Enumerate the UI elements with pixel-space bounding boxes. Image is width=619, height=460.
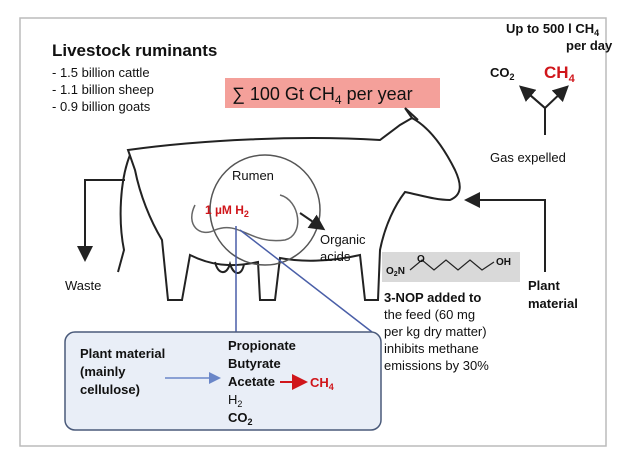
gas-expelled: Gas expelled [490, 150, 566, 165]
product: Butyrate [228, 356, 281, 371]
emission-box [225, 78, 440, 108]
co2: CO2 [490, 65, 515, 82]
acid-arrow [299, 212, 326, 231]
molecule-bonds [409, 259, 495, 271]
rumen: Rumen [232, 168, 274, 183]
hydrogen: 1 µM H2 [205, 203, 249, 219]
substrate: Plant material [80, 346, 165, 361]
organic-acids: acids [320, 249, 351, 264]
inhibitor-note: per kg dry matter) [384, 324, 487, 339]
product: Acetate [228, 374, 275, 389]
title: Livestock ruminants [52, 41, 217, 60]
population: - 1.5 billion cattle [52, 65, 150, 80]
nitro: O2N [386, 266, 405, 278]
plant-material: material [528, 296, 578, 311]
fermentation-box [64, 331, 382, 431]
cow [117, 107, 461, 301]
substrate: (mainly [80, 364, 126, 379]
inhibitor-note: the feed (60 mg [384, 307, 475, 322]
feed-arrow [464, 192, 546, 272]
product: Propionate [228, 338, 296, 353]
organic-acids: Organic [320, 232, 366, 247]
per-cow-line2: per day [566, 38, 613, 53]
co2-product: CO2 [228, 410, 253, 427]
gas-arrow [518, 85, 546, 109]
methane: CH4 [310, 375, 334, 392]
rumen-outline [209, 154, 321, 266]
population: - 0.9 billion goats [52, 99, 151, 114]
inhibitor-note: inhibits methane [384, 341, 479, 356]
population: - 1.1 billion sheep [52, 82, 154, 97]
hydroxyl: OH [496, 257, 511, 268]
inhibitor-note: emissions by 30% [384, 358, 489, 373]
molecule-box [382, 252, 520, 282]
zoom-lines [235, 226, 373, 333]
oxygen: O [417, 254, 425, 265]
hydrogen-product: H2 [228, 392, 242, 409]
inhibitor-note: 3-NOP added to [384, 290, 481, 305]
waste: Waste [65, 278, 101, 293]
stomach [191, 194, 299, 242]
waste-arrow [77, 179, 125, 262]
per-cow: Up to 500 l CH4 [506, 21, 599, 38]
total-emission: ∑ 100 Gt CH4 per year [232, 84, 413, 107]
substrate: cellulose) [80, 382, 140, 397]
plant-material: Plant [528, 278, 560, 293]
